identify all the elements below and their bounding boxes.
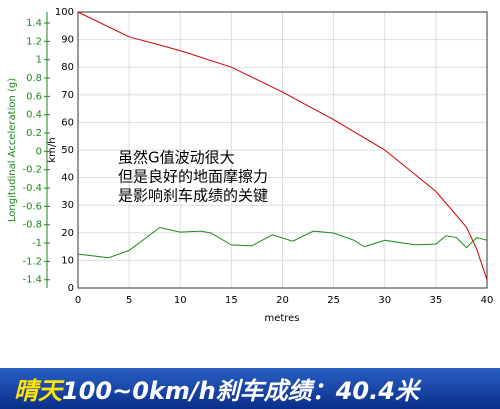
y-tick-label: 60 bbox=[61, 117, 74, 128]
line bbox=[77, 226, 488, 259]
y2-tick-label: 0.8 bbox=[26, 73, 42, 84]
y-tick-label: 80 bbox=[61, 62, 74, 73]
x-tick-label: 35 bbox=[430, 295, 443, 306]
y2-tick-label: 1 bbox=[36, 55, 42, 66]
banner-highlight: 晴天 bbox=[14, 377, 62, 405]
y-tick-label: 100 bbox=[55, 7, 74, 18]
y-tick-label: 20 bbox=[61, 228, 74, 239]
y-tick-label: 0 bbox=[68, 283, 74, 294]
x-tick-label: 25 bbox=[327, 295, 340, 306]
x-tick-label: 30 bbox=[378, 295, 391, 306]
x-tick-label: 10 bbox=[174, 295, 187, 306]
y2-tick-label: -0.2 bbox=[22, 165, 42, 176]
y2-tick-label: -1 bbox=[32, 238, 42, 249]
y2-tick-label: 0.2 bbox=[26, 128, 42, 139]
y-axis-label: km/h bbox=[47, 137, 58, 162]
y2-tick-label: -1.4 bbox=[22, 275, 42, 286]
y2-tick-label: -0.6 bbox=[22, 201, 42, 212]
banner-text: 100~0km/h刹车成绩：40.4米 bbox=[62, 377, 419, 405]
y2-tick-label: 0 bbox=[36, 146, 42, 157]
y2-tick-label: 0.6 bbox=[26, 91, 42, 102]
y2-tick-label: -0.8 bbox=[22, 220, 42, 231]
y-tick-label: 40 bbox=[61, 173, 74, 184]
y2-tick-label: 1.4 bbox=[26, 18, 42, 29]
y-tick-label: 50 bbox=[61, 145, 74, 156]
x-tick-label: 20 bbox=[276, 295, 289, 306]
y-tick-label: 30 bbox=[61, 200, 74, 211]
y2-tick-label: 0.4 bbox=[26, 110, 42, 121]
y2-axis-label: Longitudinal Acceleration (g) bbox=[7, 78, 18, 222]
y2-tick-label: 1.2 bbox=[26, 36, 42, 47]
y2-tick-label: -0.4 bbox=[22, 183, 42, 194]
y-tick-label: 90 bbox=[61, 35, 74, 46]
x-tick-label: 40 bbox=[481, 295, 494, 306]
y2-tick-label: -1.2 bbox=[22, 256, 42, 267]
banner: 晴天 100~0km/h刹车成绩：40.4米 bbox=[0, 368, 500, 409]
x-tick-label: 5 bbox=[126, 295, 132, 306]
line bbox=[77, 11, 488, 280]
x-axis-label: metres bbox=[264, 313, 299, 324]
plot-frame bbox=[77, 11, 488, 289]
x-tick-label: 15 bbox=[225, 295, 238, 306]
annotation: 虽然G值波动很大 bbox=[118, 149, 235, 167]
chart: Longitudinal Acceleration (g) km/h metre… bbox=[7, 7, 494, 324]
annotation: 但是良好的地面摩擦力 bbox=[118, 168, 268, 186]
annotation: 是影响刹车成绩的关键 bbox=[118, 187, 268, 205]
y-tick-label: 10 bbox=[61, 255, 74, 266]
x-tick-label: 0 bbox=[75, 295, 81, 306]
y-tick-label: 70 bbox=[61, 90, 74, 101]
